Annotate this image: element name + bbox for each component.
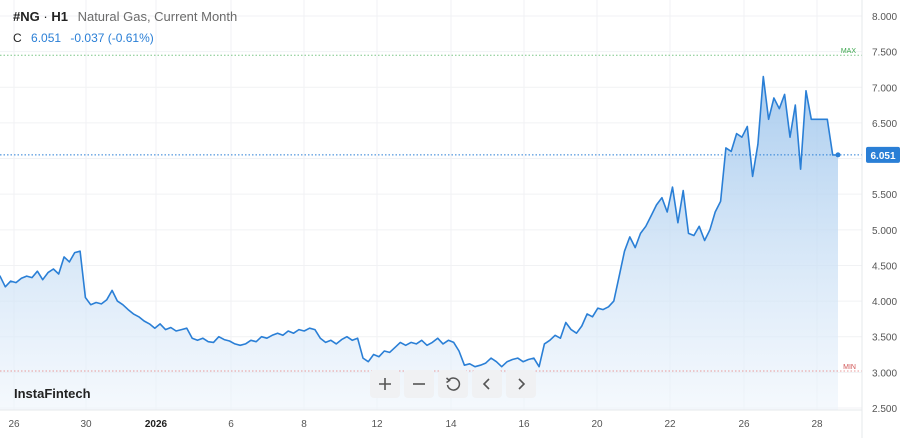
y-tick-label: 2.500 <box>872 404 897 415</box>
change-value: -0.037 (-0.61%) <box>70 31 154 45</box>
y-tick-label: 5.000 <box>872 226 897 237</box>
x-tick-label: 26 <box>8 419 20 430</box>
ohlc-readout: C 6.051 -0.037 (-0.61%) <box>13 31 154 45</box>
chevron-left-icon <box>482 378 490 390</box>
scroll-right-button[interactable] <box>506 370 536 398</box>
y-tick-label: 3.000 <box>872 368 897 379</box>
scroll-left-button[interactable] <box>472 370 502 398</box>
chart-header: #NG · H1 Natural Gas, Current Month <box>13 9 237 24</box>
x-tick-label: 14 <box>445 419 457 430</box>
min-label: MIN <box>843 364 856 371</box>
x-tick-label: 6 <box>228 419 234 430</box>
price-badge <box>866 146 900 163</box>
x-tick-label: 12 <box>371 419 383 430</box>
separator-dot: · <box>43 9 48 24</box>
y-tick-label: 8.000 <box>872 12 897 23</box>
y-tick-label: 4.500 <box>872 261 897 272</box>
reset-button[interactable] <box>438 370 468 398</box>
timeframe-label: H1 <box>51 9 68 24</box>
zoom-in-button[interactable] <box>370 370 400 398</box>
instrument-name: Natural Gas, Current Month <box>77 9 238 24</box>
y-tick-label: 4.000 <box>872 297 897 308</box>
series-line <box>0 75 839 368</box>
y-tick-label: 7.000 <box>872 83 897 94</box>
x-tick-label: 26 <box>738 419 750 430</box>
brand-logo: InstaFintech <box>14 386 91 401</box>
max-label: MAX <box>841 48 857 55</box>
minus-icon <box>413 383 425 385</box>
x-tick-label: 8 <box>301 419 307 430</box>
plus-icon <box>379 378 391 390</box>
x-tick-label: 2026 <box>145 419 168 430</box>
last-point-marker <box>835 152 841 158</box>
y-tick-label: 5.500 <box>872 190 897 201</box>
close-label: C <box>13 31 22 45</box>
zoom-out-button[interactable] <box>404 370 434 398</box>
close-value: 6.051 <box>31 31 62 45</box>
y-tick-label: 6.500 <box>872 119 897 130</box>
chart-toolbar <box>370 370 536 398</box>
x-tick-label: 16 <box>518 419 530 430</box>
price-badge-label: 6.051 <box>870 151 895 162</box>
y-tick-label: 7.500 <box>872 48 897 59</box>
x-tick-label: 30 <box>80 419 92 430</box>
chevron-right-icon <box>518 378 526 390</box>
symbol-label: #NG <box>13 9 40 24</box>
reset-icon <box>446 377 461 391</box>
y-tick-label: 3.500 <box>872 333 897 344</box>
x-tick-label: 28 <box>811 419 823 430</box>
x-tick-label: 22 <box>664 419 676 430</box>
series-area <box>0 76 838 410</box>
x-tick-label: 20 <box>591 419 603 430</box>
